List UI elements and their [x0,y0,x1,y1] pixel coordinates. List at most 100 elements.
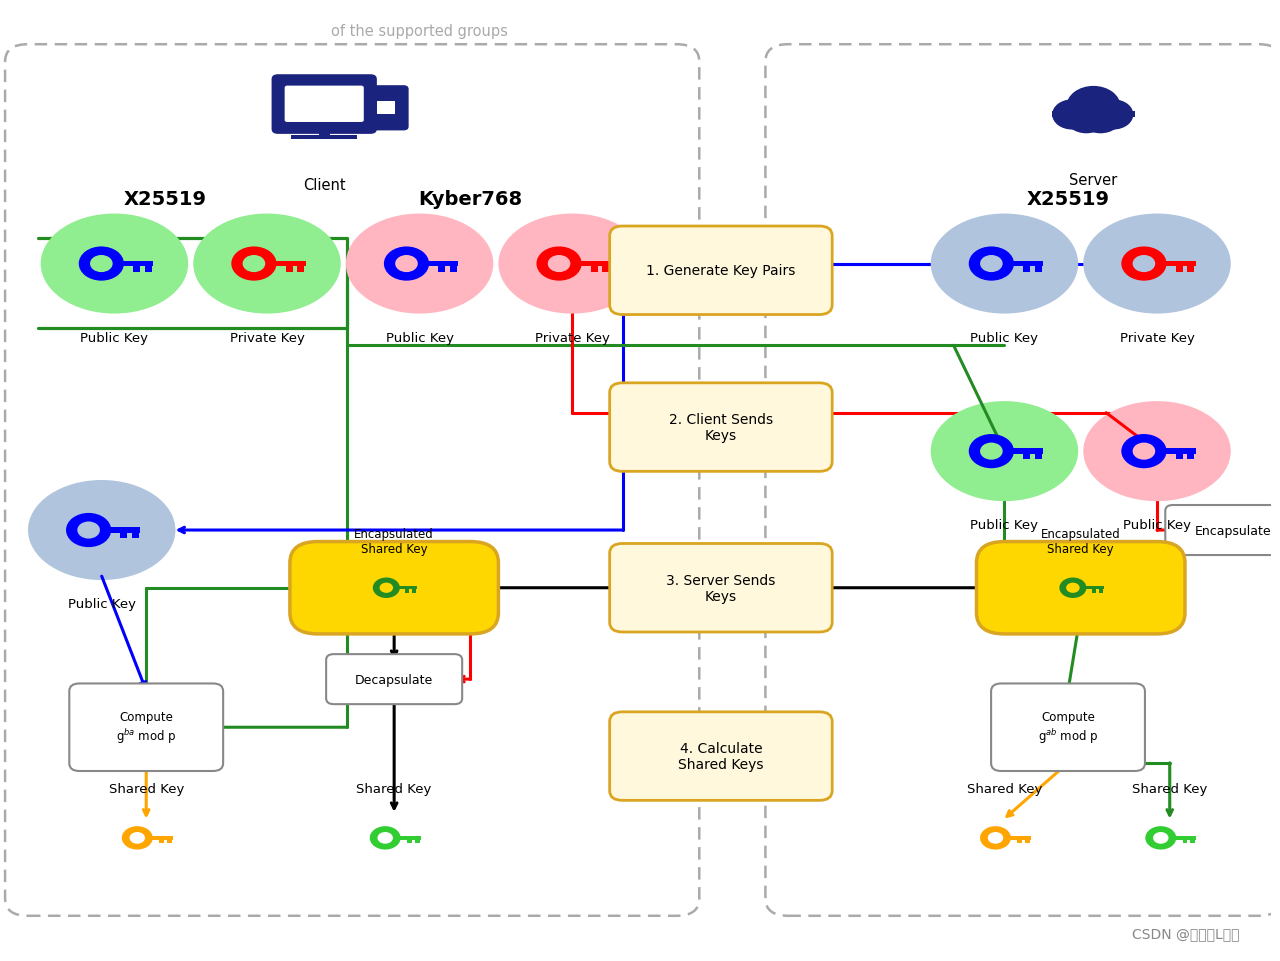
FancyBboxPatch shape [609,227,832,315]
Circle shape [980,256,1002,273]
Ellipse shape [498,214,646,314]
Polygon shape [392,836,421,840]
Text: Public Key: Public Key [970,519,1038,532]
Polygon shape [111,261,154,267]
Polygon shape [407,840,412,844]
Polygon shape [145,836,173,840]
Polygon shape [1183,840,1188,844]
Text: X25519: X25519 [1027,189,1110,209]
Circle shape [396,256,417,273]
Circle shape [980,443,1002,460]
Text: Kyber768: Kyber768 [419,189,522,209]
Polygon shape [603,267,609,273]
Text: Public Key: Public Key [1123,519,1190,532]
Polygon shape [297,267,305,273]
Circle shape [372,578,399,599]
Ellipse shape [1083,214,1231,314]
Circle shape [969,247,1014,282]
Ellipse shape [931,214,1078,314]
Polygon shape [145,267,151,273]
Ellipse shape [1083,402,1231,502]
Bar [291,136,357,140]
Polygon shape [99,528,141,533]
Polygon shape [1025,840,1030,844]
Text: Public Key: Public Key [81,332,148,345]
Polygon shape [1034,455,1042,460]
Circle shape [988,832,1004,844]
Circle shape [1066,583,1079,593]
Polygon shape [133,267,140,273]
Text: Public Key: Public Key [68,598,136,611]
Polygon shape [1001,261,1043,267]
Circle shape [1066,86,1120,128]
Circle shape [1121,247,1166,282]
Text: 3. Server Sends
Keys: 3. Server Sends Keys [666,573,776,604]
FancyBboxPatch shape [326,654,462,704]
Polygon shape [1155,261,1196,267]
Polygon shape [591,267,598,273]
Polygon shape [438,267,445,273]
Polygon shape [1188,267,1194,273]
FancyBboxPatch shape [289,542,498,634]
Circle shape [536,247,581,282]
Text: Private Key: Private Key [229,332,305,345]
Text: Public Key: Public Key [970,332,1038,345]
Bar [319,130,329,136]
Bar [378,102,396,115]
Text: Shared Key: Shared Key [1132,781,1207,795]
Polygon shape [159,840,164,844]
Polygon shape [393,586,417,590]
Text: Shared Key: Shared Key [356,781,431,795]
Text: Compute
g$^{ba}$ mod p: Compute g$^{ba}$ mod p [116,710,177,745]
Ellipse shape [346,214,493,314]
Circle shape [370,826,401,850]
FancyBboxPatch shape [991,684,1144,771]
Text: 4. Calculate
Shared Keys: 4. Calculate Shared Keys [678,741,764,772]
Polygon shape [1023,455,1030,460]
FancyBboxPatch shape [765,45,1280,916]
Circle shape [380,583,393,593]
FancyBboxPatch shape [284,86,364,123]
Polygon shape [570,261,611,267]
Text: Private Key: Private Key [535,332,609,345]
Text: Shared Key: Shared Key [109,781,184,795]
Circle shape [243,256,265,273]
Polygon shape [1034,267,1042,273]
Polygon shape [1001,449,1043,455]
Ellipse shape [193,214,340,314]
Circle shape [1093,100,1133,131]
Circle shape [1065,102,1107,135]
Circle shape [1052,100,1092,131]
Text: CSDN @平凡的L同学: CSDN @平凡的L同学 [1133,925,1239,940]
Circle shape [79,247,124,282]
FancyBboxPatch shape [271,75,376,135]
Ellipse shape [28,480,175,580]
Polygon shape [166,840,172,844]
Circle shape [122,826,152,850]
Text: Shared Key: Shared Key [966,781,1042,795]
Polygon shape [1092,590,1096,593]
FancyBboxPatch shape [609,712,832,801]
Polygon shape [406,590,410,593]
Circle shape [67,513,111,548]
Text: X25519: X25519 [124,189,207,209]
FancyBboxPatch shape [5,45,699,916]
Polygon shape [1167,836,1197,840]
Circle shape [1079,102,1123,135]
Text: of the supported groups: of the supported groups [332,24,508,39]
Polygon shape [132,533,140,539]
Polygon shape [1190,840,1196,844]
Polygon shape [285,267,293,273]
FancyBboxPatch shape [609,544,832,632]
Circle shape [77,522,100,539]
Circle shape [1133,443,1156,460]
Text: Compute
g$^{ab}$ mod p: Compute g$^{ab}$ mod p [1038,710,1098,745]
Polygon shape [1018,840,1021,844]
Bar [1052,111,1135,118]
Polygon shape [415,840,420,844]
Polygon shape [416,261,458,267]
FancyBboxPatch shape [1165,505,1280,555]
Circle shape [1060,578,1087,599]
Circle shape [232,247,276,282]
Text: Server: Server [1069,173,1117,188]
